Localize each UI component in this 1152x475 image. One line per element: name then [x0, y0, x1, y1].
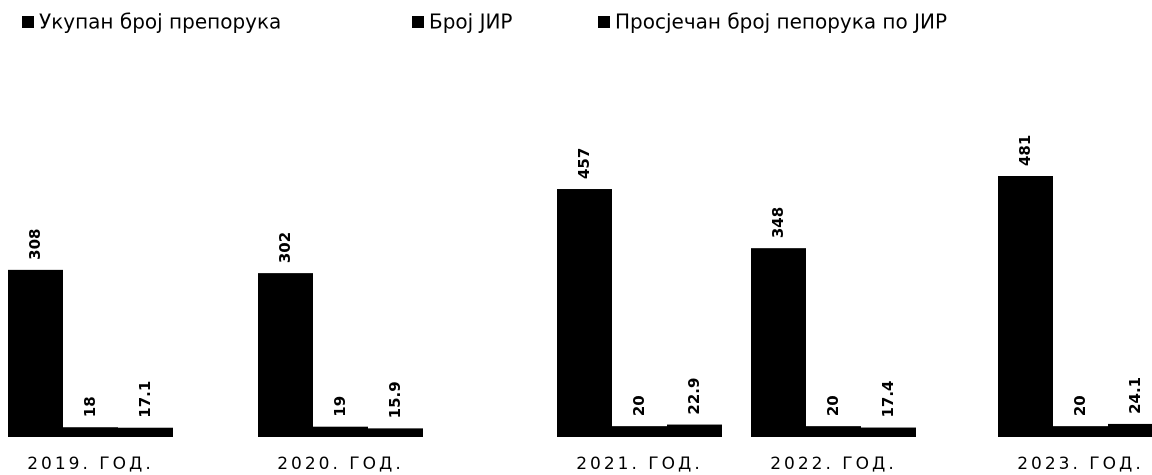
legend-label: Број ЈИР — [429, 10, 513, 34]
data-label: 18 — [81, 396, 99, 417]
bar — [861, 427, 916, 437]
data-label: 15.9 — [386, 381, 404, 418]
bar — [368, 428, 423, 437]
data-label: 22.9 — [685, 378, 703, 415]
bar — [1108, 423, 1152, 437]
x-tick-label: 2022. ГОД. — [770, 454, 897, 474]
data-label: 17.1 — [136, 381, 154, 418]
legend-label: Укупан број препорука — [39, 10, 281, 34]
data-label: 20 — [630, 395, 648, 416]
bar — [313, 426, 368, 437]
data-label: 20 — [824, 395, 842, 416]
data-label: 457 — [575, 148, 593, 179]
data-label: 348 — [769, 207, 787, 238]
data-label: 302 — [276, 232, 294, 263]
bar — [612, 426, 667, 437]
legend-swatch — [598, 16, 610, 28]
x-tick-label: 2020. ГОД. — [277, 454, 404, 474]
x-tick-label: 2023. ГОД. — [1017, 454, 1144, 474]
bar — [8, 269, 63, 437]
x-tick-label: 2021. ГОД. — [576, 454, 703, 474]
bar — [751, 248, 806, 437]
legend-label: Просјечан број пепорука по ЈИР — [615, 10, 947, 34]
bar — [806, 426, 861, 437]
bar — [63, 427, 118, 437]
data-label: 19 — [331, 396, 349, 417]
data-label: 308 — [26, 229, 44, 260]
bar — [258, 273, 313, 437]
legend-swatch — [412, 16, 424, 28]
bar — [998, 176, 1053, 437]
data-label: 20 — [1071, 395, 1089, 416]
data-label: 481 — [1016, 135, 1034, 166]
bar — [1053, 426, 1108, 437]
data-label: 17.4 — [879, 381, 897, 418]
bar — [667, 424, 722, 437]
bar — [557, 189, 612, 437]
bar — [118, 427, 173, 437]
data-label: 24.1 — [1126, 377, 1144, 414]
x-tick-label: 2019. ГОД. — [27, 454, 154, 474]
legend-swatch — [22, 16, 34, 28]
